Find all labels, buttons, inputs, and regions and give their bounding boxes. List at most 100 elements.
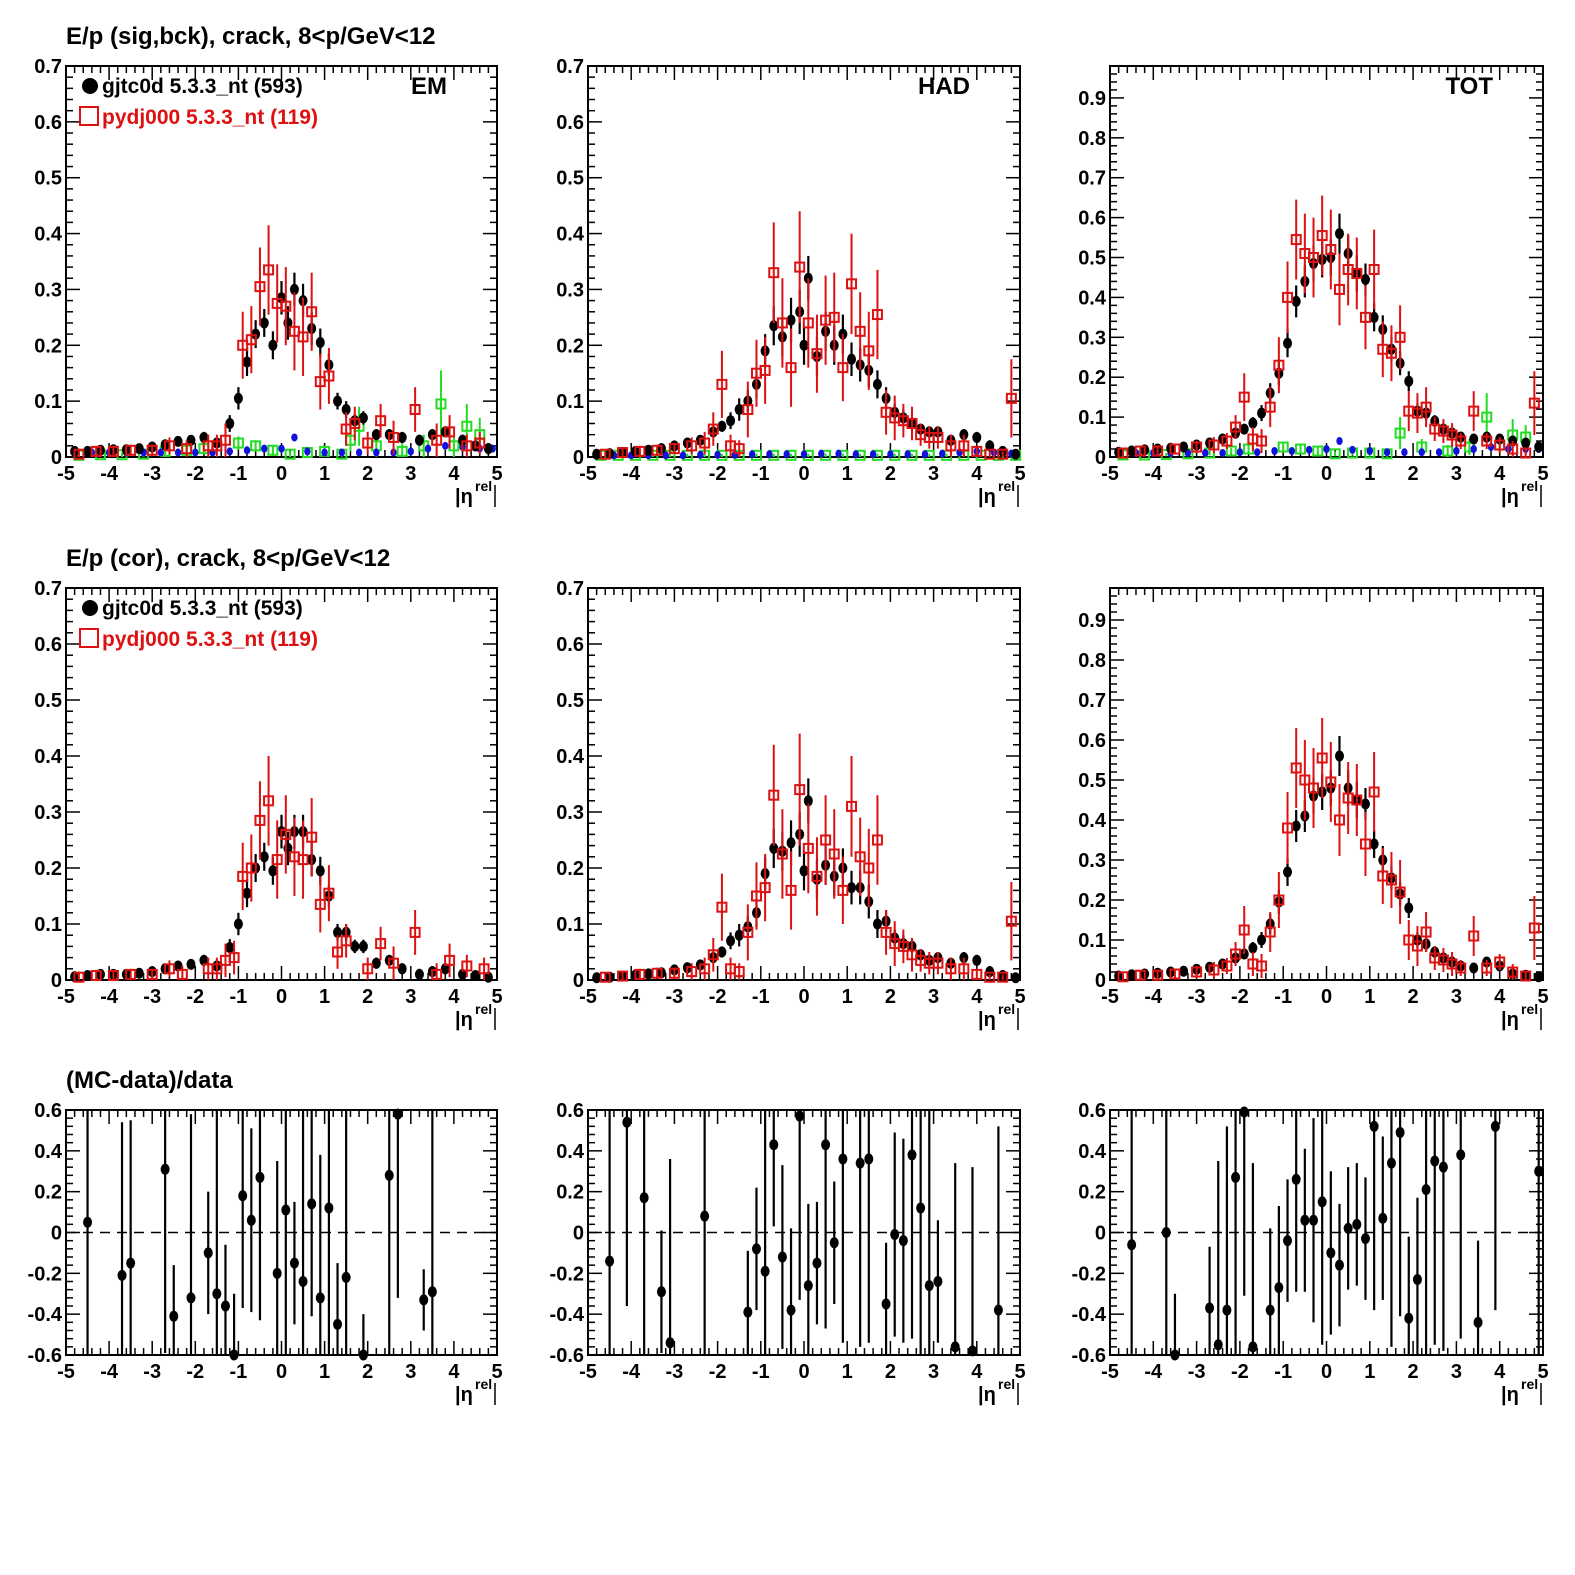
mc-point: [802, 842, 814, 854]
mc-point: [634, 445, 646, 457]
green-point: [1481, 411, 1493, 423]
data-point: [358, 412, 368, 424]
blue-point: [1453, 447, 1460, 456]
data-point: [643, 444, 653, 456]
series-mc: [1117, 195, 1540, 459]
data-point: [1127, 969, 1137, 981]
data-point: [1309, 1214, 1319, 1226]
data-point: [233, 392, 243, 404]
data-point: [985, 440, 995, 452]
data-point: [1239, 423, 1249, 435]
data-point: [134, 967, 144, 979]
mc-point: [668, 967, 680, 979]
data-point: [246, 1214, 256, 1226]
data-point: [717, 420, 727, 432]
mc-point: [1316, 230, 1328, 242]
mc-point: [1468, 405, 1480, 417]
blue-point: [939, 449, 946, 458]
x-tick-label: -3: [666, 463, 684, 485]
legend-data-marker: [82, 78, 98, 94]
y-tick-label: 0.2: [34, 335, 62, 357]
mc-point: [90, 445, 102, 457]
green-point: [1442, 445, 1454, 457]
data-point: [803, 1280, 813, 1292]
mc-point: [444, 426, 456, 438]
mc-point: [280, 300, 292, 312]
data-point: [1343, 1222, 1353, 1234]
data-point: [890, 1229, 900, 1241]
mc-point: [668, 443, 680, 455]
mc-point: [254, 814, 266, 826]
mc-point: [263, 795, 275, 807]
y-tick-label: 0.4: [556, 224, 585, 246]
x-tick-label: -2: [186, 986, 204, 1008]
x-axis-label: |η: [455, 486, 473, 508]
mc-point: [733, 443, 745, 455]
data-point: [251, 328, 261, 340]
x-tick-label: 0: [1321, 986, 1332, 1008]
data-point: [1213, 1339, 1223, 1351]
x-tick-label: 0: [798, 986, 809, 1008]
mc-point: [1152, 445, 1164, 457]
data-point: [393, 1108, 403, 1120]
y-tick-label: 0.3: [34, 279, 62, 301]
y-tick-label: 0.5: [1078, 770, 1106, 792]
x-tick-label: -5: [579, 986, 597, 1008]
green-point: [1312, 445, 1324, 457]
y-tick-label: 0.5: [1078, 248, 1106, 270]
data-point: [1265, 1304, 1275, 1316]
plot-tag: EM: [411, 73, 447, 100]
y-tick-label: 0.2: [1078, 890, 1106, 912]
data-point: [1317, 1196, 1327, 1208]
y-tick-label: 0.1: [556, 391, 584, 413]
mc-point: [871, 309, 883, 321]
mc-point: [945, 440, 957, 452]
mc-point: [1494, 956, 1506, 968]
x-tick-label: 5: [1537, 986, 1548, 1008]
y-tick-label: 0: [51, 447, 62, 469]
blue-point: [1383, 448, 1391, 457]
blue-point: [304, 447, 311, 456]
data-point: [83, 1216, 93, 1228]
mc-point: [1351, 267, 1363, 279]
mc-point: [1333, 283, 1345, 295]
x-tick-label: 3: [928, 463, 939, 485]
x-tick-label: 1: [1364, 463, 1375, 485]
mc-point: [362, 437, 374, 449]
mc-point: [776, 317, 788, 329]
blue-point: [1288, 447, 1296, 456]
y-tick-label: 0.2: [34, 1182, 62, 1204]
y-tick-label: 0: [573, 447, 584, 469]
data-point: [881, 1298, 891, 1310]
data-point: [1473, 1316, 1483, 1328]
x-axis-label-sup: rel: [1521, 1376, 1538, 1392]
data-point: [950, 1341, 960, 1353]
mc-point: [897, 940, 909, 952]
mc-point: [1520, 447, 1532, 459]
y-tick-label: 0.3: [1078, 327, 1106, 349]
mc-point: [1520, 970, 1532, 982]
data-point: [1369, 838, 1379, 850]
mc-point: [1359, 311, 1371, 323]
data-point: [769, 842, 779, 854]
series-blue: [593, 447, 1015, 460]
y-tick-label: 0.4: [1078, 287, 1107, 309]
y-tick-label: 0.7: [34, 578, 62, 600]
mc-point: [181, 443, 193, 455]
x-axis-label-sup: rel: [475, 1376, 492, 1392]
blue-point: [748, 450, 756, 459]
data-point: [1360, 798, 1370, 810]
x-tick-label: -5: [57, 1361, 75, 1383]
x-tick-label: 2: [362, 463, 373, 485]
data-point: [916, 1202, 926, 1214]
chart-p00: 0 0.1 0.2 0.3 0.4 0.5 0.6 0.7 -5 -4 -3 -2 -1 0 1 2 3 4 5 |η…: [34, 56, 502, 508]
mc-point: [617, 447, 629, 459]
data-point: [225, 417, 235, 429]
x-tick-label: 5: [1014, 1361, 1025, 1383]
blue-point: [1336, 437, 1343, 446]
x-axis-label: |η: [1501, 1009, 1519, 1031]
blue-point: [1435, 448, 1443, 457]
data-point: [1534, 971, 1544, 983]
blue-point: [887, 450, 894, 459]
data-point: [341, 1271, 351, 1283]
